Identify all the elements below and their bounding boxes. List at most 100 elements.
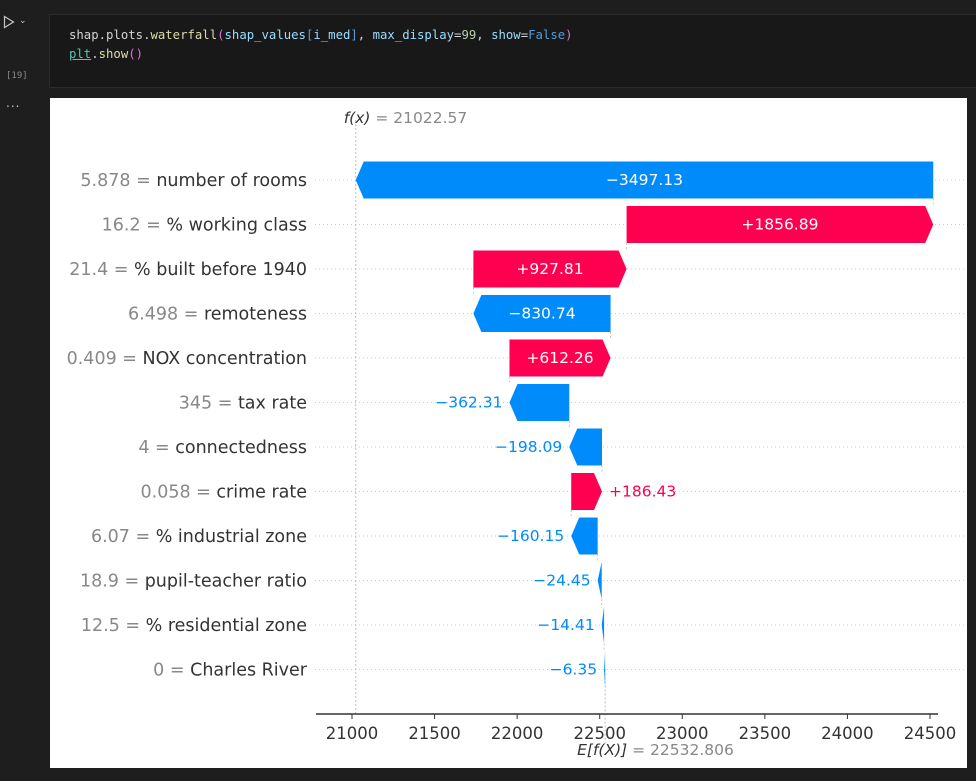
code-token: shap [69,28,99,42]
feature-name: pupil-teacher ratio [145,572,307,592]
shap-value-label: +612.26 [526,349,593,367]
code-token: ( [217,28,225,42]
code-token: () [128,47,144,61]
code-token: = [454,28,462,42]
x-tick-label: 22000 [491,724,544,743]
code-token: ) [565,28,573,42]
feature-name: remoteness [204,305,307,325]
shap-value-label: −14.41 [537,616,594,634]
shap-value-label: −160.15 [497,527,564,545]
positive-shap-bar [473,250,627,288]
feature-label: 6.07 = % industrial zone [91,527,307,547]
x-tick-label: 21000 [326,724,379,743]
feature-label: 5.878 = number of rooms [80,171,307,191]
feature-value: 5.878 = [80,171,156,191]
code-token: plots [106,28,144,42]
feature-label: 6.498 = remoteness [128,305,307,325]
shap-value-label: −198.09 [495,438,562,456]
feature-name: NOX concentration [143,349,308,369]
feature-value: 6.498 = [128,305,204,325]
code-token: 99 [461,28,477,42]
feature-label: 0.058 = crime rate [141,483,308,503]
code-token: shap_values [224,28,306,42]
code-token: [ [305,28,314,42]
feature-value: 16.2 = [102,216,167,236]
feature-value: 345 = [179,394,238,414]
feature-value: 4 = [138,438,175,458]
shap-value-label: −362.31 [435,394,502,412]
code-token: plt [69,47,92,61]
negative-shap-bar [509,384,570,421]
feature-name: % industrial zone [156,527,307,547]
x-tick-label: 24500 [904,724,957,743]
code-token: show [98,47,129,61]
feature-name: number of rooms [156,171,307,191]
code-token: . [143,28,151,42]
code-token: show [491,28,521,42]
code-token: i_med [313,28,351,42]
x-tick-label: 23500 [739,724,792,743]
run-options-chevron-down-icon[interactable]: ⌄ [19,16,27,26]
fx-label: f(x) = 21022.57 [344,109,468,127]
negative-shap-bar [571,517,598,555]
feature-label: 0.409 = NOX concentration [67,349,307,369]
negative-shap-bar [604,651,606,688]
feature-name: % working class [166,216,307,236]
code-token: , [476,28,492,42]
shap-value-label: +1856.89 [741,216,818,234]
feature-name: % built before 1940 [134,260,307,280]
code-token: False [528,28,566,42]
feature-value: 0 = [153,661,190,681]
feature-name: Charles River [190,661,308,681]
base-value-label: E[f(X)] = 22532.806 [577,741,734,759]
feature-name: tax rate [238,394,307,414]
feature-value: 0.409 = [67,349,143,369]
code-token: waterfall [150,28,218,42]
fx-symbol: f(x) [344,109,371,127]
shap-waterfall-chart: −3497.13 5.878 = number of rooms +1856.89 1… [67,109,967,759]
code-token: ] [350,28,358,42]
output-footer [0,768,976,781]
negative-shap-bar [355,161,934,199]
feature-value: 6.07 = [91,527,156,547]
shap-value-label: −3497.13 [606,171,683,189]
negative-shap-bar [597,562,602,599]
feature-label: 4 = connectedness [138,438,307,458]
feature-label: 21.4 = % built before 1940 [69,260,307,280]
shap-value-label: −830.74 [508,305,575,323]
shap-value-label: +927.81 [516,260,583,278]
feature-name: % residential zone [146,616,307,636]
negative-shap-bar [601,606,605,644]
feature-name: connectedness [175,438,307,458]
cell-gutter [0,0,50,781]
feature-value: 18.9 = [80,572,145,592]
feature-label: 12.5 = % residential zone [81,616,307,636]
shap-value-label: −24.45 [533,572,590,590]
code-line-1[interactable]: shap.plots.waterfall(shap_values[i_med],… [69,28,573,42]
feature-label: 345 = tax rate [179,394,307,414]
code-token: . [91,47,99,61]
x-tick-label: 22500 [573,724,626,743]
feature-value: 0.058 = [141,483,217,503]
feature-value: 12.5 = [81,616,146,636]
feature-name: crime rate [216,483,307,503]
code-line-2[interactable]: plt.show() [69,47,143,61]
fx-value: = 21022.57 [370,109,467,127]
feature-label: 16.2 = % working class [102,216,307,236]
output-more-actions-icon[interactable]: ... [6,96,21,110]
positive-shap-bar [509,339,611,377]
code-editor[interactable]: shap.plots.waterfall(shap_values[i_med],… [49,14,976,88]
x-tick-label: 21500 [408,724,461,743]
feature-value: 21.4 = [69,260,134,280]
execution-count: [19] [6,71,28,81]
negative-shap-bar [569,428,603,466]
feature-label: 0 = Charles River [153,661,308,681]
positive-shap-bar [571,473,603,510]
code-token: max_display [372,28,455,42]
run-cell-icon[interactable] [3,14,15,29]
shap-value-label: +186.43 [609,483,676,501]
x-tick-label: 23000 [656,724,709,743]
positive-shap-bar [626,206,934,243]
negative-shap-bar [473,295,611,332]
base-value-symbol: E[f(X)] [577,741,627,759]
